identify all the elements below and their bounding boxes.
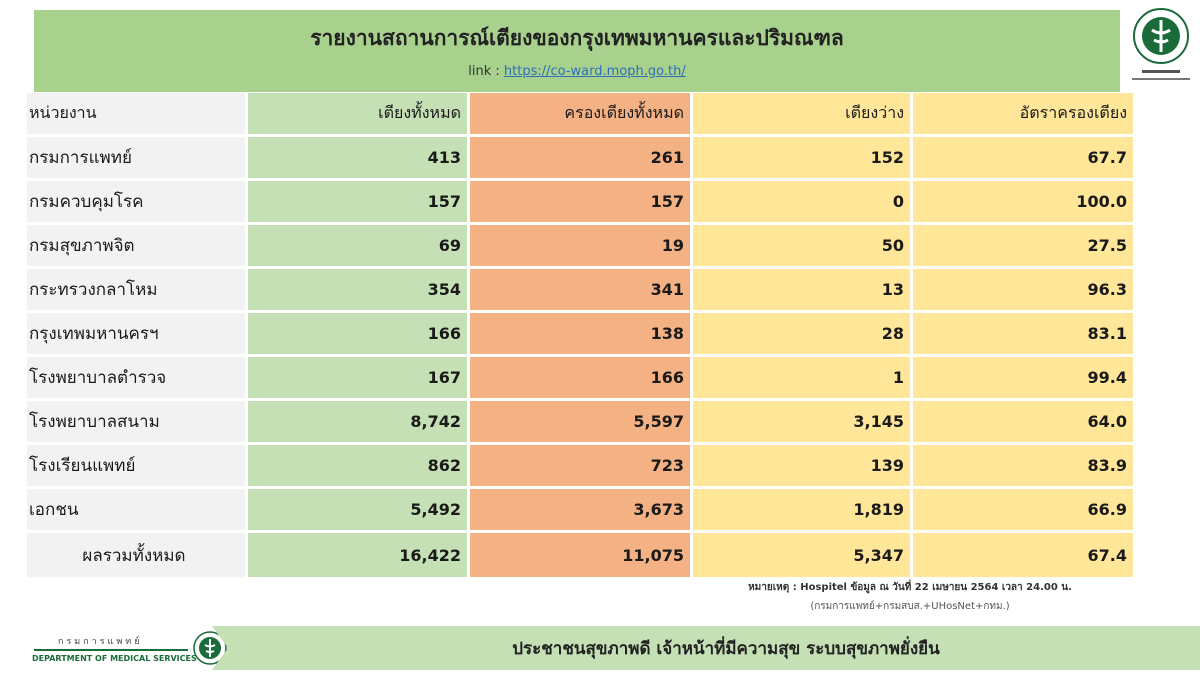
link-label: link : (468, 64, 500, 79)
footer-bar (212, 626, 1200, 670)
total-beds: 5,492 (248, 489, 470, 530)
unit-name: กรุงเทพมหานครฯ (27, 313, 248, 354)
occupied-beds: 3,673 (470, 489, 693, 530)
footer-slogan: ประชาชนสุขภาพดี เจ้าหน้าที่มีความสุข ระบ… (512, 638, 940, 659)
total-beds: 862 (248, 445, 470, 486)
available-beds-sum: 5,347 (693, 533, 913, 577)
bed-status-table: หน่วยงาน เตียงทั้งหมด ครองเตียงทั้งหมด เ… (27, 93, 1133, 577)
unit-name: กระทรวงกลาโหม (27, 269, 248, 310)
occupancy-rate: 27.5 (913, 225, 1133, 266)
header-unit: หน่วยงาน (27, 93, 248, 134)
table-row: เอกชน 5,492 3,673 1,819 66.9 (27, 489, 1133, 533)
occupancy-rate: 99.4 (913, 357, 1133, 398)
occupancy-rate: 100.0 (913, 181, 1133, 222)
footnote-remark: หมายเหตุ : Hospitel ข้อมูล ณ วันที่ 22 เ… (748, 582, 1072, 593)
available-beds: 1 (693, 357, 913, 398)
total-beds: 354 (248, 269, 470, 310)
total-beds: 413 (248, 137, 470, 178)
moph-emblem-icon (1128, 6, 1194, 90)
total-beds: 8,742 (248, 401, 470, 442)
occupied-beds: 5,597 (470, 401, 693, 442)
table-row: โรงพยาบาลสนาม 8,742 5,597 3,145 64.0 (27, 401, 1133, 445)
unit-name: กรมสุขภาพจิต (27, 225, 248, 266)
occupancy-rate: 83.9 (913, 445, 1133, 486)
occupancy-rate: 66.9 (913, 489, 1133, 530)
header-banner: รายงานสถานการณ์เตียงของกรุงเทพมหานครและป… (34, 10, 1120, 92)
moph-emblem-small-icon (193, 631, 227, 665)
table-row: กระทรวงกลาโหม 354 341 13 96.3 (27, 269, 1133, 313)
unit-name: โรงพยาบาลตำรวจ (27, 357, 248, 398)
available-beds: 152 (693, 137, 913, 178)
table-header-row: หน่วยงาน เตียงทั้งหมด ครองเตียงทั้งหมด เ… (27, 93, 1133, 137)
footnote: หมายเหตุ : Hospitel ข้อมูล ณ วันที่ 22 เ… (700, 578, 1120, 616)
source-link-row: link : https://co-ward.moph.go.th/ (34, 64, 1120, 79)
available-beds: 28 (693, 313, 913, 354)
unit-name: โรงพยาบาลสนาม (27, 401, 248, 442)
available-beds: 13 (693, 269, 913, 310)
available-beds: 50 (693, 225, 913, 266)
occupancy-rate: 96.3 (913, 269, 1133, 310)
unit-name: กรมควบคุมโรค (27, 181, 248, 222)
unit-name: กรมการแพทย์ (27, 137, 248, 178)
unit-name: โรงเรียนแพทย์ (27, 445, 248, 486)
occupied-beds-sum: 11,075 (470, 533, 693, 577)
source-link[interactable]: https://co-ward.moph.go.th/ (503, 64, 686, 79)
footnote-sources: (กรมการแพทย์+กรมสบส.+UHosNet+กทม.) (810, 601, 1010, 612)
total-beds: 166 (248, 313, 470, 354)
available-beds: 3,145 (693, 401, 913, 442)
footer-org-th: กรมการแพทย์ (58, 637, 143, 647)
footer-org-logo: กรมการแพทย์ DEPARTMENT OF MEDICAL SERVIC… (28, 630, 228, 670)
page-title: รายงานสถานการณ์เตียงของกรุงเทพมหานครและป… (310, 26, 844, 50)
header-occupied: ครองเตียงทั้งหมด (470, 93, 693, 134)
occupied-beds: 723 (470, 445, 693, 486)
available-beds: 0 (693, 181, 913, 222)
occupied-beds: 341 (470, 269, 693, 310)
available-beds: 139 (693, 445, 913, 486)
table-row: กรมสุขภาพจิต 69 19 50 27.5 (27, 225, 1133, 269)
total-beds: 157 (248, 181, 470, 222)
table-row: โรงพยาบาลตำรวจ 167 166 1 99.4 (27, 357, 1133, 401)
occupied-beds: 261 (470, 137, 693, 178)
unit-name: เอกชน (27, 489, 248, 530)
occupancy-rate-overall: 67.4 (913, 533, 1133, 577)
occupancy-rate: 83.1 (913, 313, 1133, 354)
occupancy-rate: 64.0 (913, 401, 1133, 442)
table-row: กรมควบคุมโรค 157 157 0 100.0 (27, 181, 1133, 225)
occupied-beds: 157 (470, 181, 693, 222)
available-beds: 1,819 (693, 489, 913, 530)
header-occupancy-rate: อัตราครองเตียง (913, 93, 1133, 134)
total-label: ผลรวมทั้งหมด (27, 533, 248, 577)
occupied-beds: 138 (470, 313, 693, 354)
table-total-row: ผลรวมทั้งหมด 16,422 11,075 5,347 67.4 (27, 533, 1133, 577)
occupied-beds: 166 (470, 357, 693, 398)
footer-org-en: DEPARTMENT OF MEDICAL SERVICES (32, 654, 197, 663)
total-beds: 167 (248, 357, 470, 398)
total-beds: 69 (248, 225, 470, 266)
footer-divider (34, 649, 188, 651)
header-available: เตียงว่าง (693, 93, 913, 134)
table-row: โรงเรียนแพทย์ 862 723 139 83.9 (27, 445, 1133, 489)
header-total-beds: เตียงทั้งหมด (248, 93, 470, 134)
occupied-beds: 19 (470, 225, 693, 266)
total-beds-sum: 16,422 (248, 533, 470, 577)
occupancy-rate: 67.7 (913, 137, 1133, 178)
table-row: กรมการแพทย์ 413 261 152 67.7 (27, 137, 1133, 181)
table-row: กรุงเทพมหานครฯ 166 138 28 83.1 (27, 313, 1133, 357)
